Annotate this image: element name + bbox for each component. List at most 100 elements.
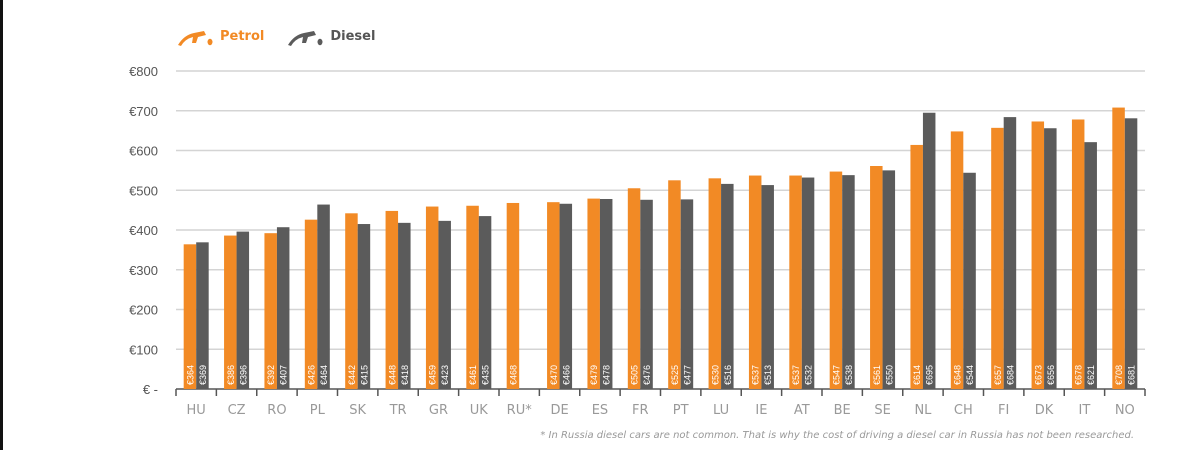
y-tick-label: €700 — [129, 104, 158, 119]
data-label: €681 — [1127, 365, 1137, 385]
y-tick-label: €100 — [129, 342, 158, 357]
data-label: €648 — [953, 365, 963, 385]
data-label: €423 — [440, 365, 450, 385]
x-tick-label: UK — [470, 403, 489, 418]
y-tick-label: €200 — [129, 303, 158, 318]
bar-petrol — [870, 166, 883, 389]
bar-petrol — [991, 127, 1004, 389]
data-label: €656 — [1046, 365, 1056, 385]
bar-diesel — [196, 242, 209, 389]
x-tick-label: SK — [349, 403, 366, 418]
data-label: €550 — [884, 365, 894, 385]
data-label: €538 — [844, 365, 854, 385]
x-tick-label: AT — [794, 403, 810, 418]
y-tick-label: €800 — [129, 64, 158, 79]
x-tick-label: DE — [550, 403, 568, 418]
bar-petrol — [466, 205, 479, 389]
bar-diesel — [922, 112, 936, 390]
data-label: €476 — [642, 365, 652, 385]
bar-diesel — [599, 198, 613, 389]
data-label: €461 — [468, 365, 478, 385]
y-tick-label: €300 — [129, 263, 158, 278]
bar-petrol — [587, 198, 600, 389]
x-tick-label: BE — [834, 403, 851, 418]
data-label: €435 — [481, 365, 491, 385]
x-tick-label: PL — [310, 403, 326, 418]
x-tick-label: RU* — [507, 403, 533, 418]
x-tick-label: GR — [429, 403, 448, 418]
data-label: €513 — [763, 365, 773, 385]
y-tick-label: €600 — [129, 144, 158, 159]
x-tick-label: PT — [673, 403, 689, 418]
data-label: €621 — [1086, 365, 1096, 385]
bar-diesel — [640, 199, 653, 389]
x-tick-label: FI — [998, 403, 1009, 418]
bar-petrol — [304, 219, 318, 389]
bar-petrol — [1112, 107, 1125, 389]
data-label: €466 — [561, 365, 571, 385]
data-label: €407 — [279, 365, 289, 385]
data-label: €614 — [912, 365, 922, 385]
bar-petrol — [385, 210, 399, 389]
bar-diesel — [1044, 128, 1057, 390]
data-label: €673 — [1033, 365, 1043, 385]
bar-petrol — [506, 202, 520, 389]
bar-diesel — [1124, 118, 1138, 390]
bar-diesel — [721, 183, 734, 389]
y-tick-label: € - — [143, 382, 158, 397]
legend-label-petrol: Petrol — [220, 28, 265, 44]
data-label: €442 — [347, 365, 357, 385]
x-tick-label: RO — [267, 403, 286, 418]
data-label: €464 — [319, 365, 329, 385]
bar-diesel — [478, 216, 492, 389]
data-label: €369 — [198, 365, 208, 385]
bar-petrol — [264, 233, 277, 389]
data-label: €708 — [1114, 365, 1124, 385]
data-label: €525 — [670, 365, 680, 385]
data-label: €478 — [602, 365, 612, 385]
data-label: €544 — [965, 365, 975, 385]
data-label: €537 — [791, 365, 801, 385]
bar-petrol — [345, 213, 358, 389]
legend-item-petrol: Petrol — [176, 25, 264, 47]
data-label: €426 — [307, 365, 317, 385]
bar-diesel — [236, 231, 250, 389]
x-tick-label: TR — [389, 403, 407, 418]
data-label: €479 — [589, 365, 599, 385]
bar-petrol — [668, 180, 681, 389]
fuel-nozzle-icon — [178, 31, 213, 46]
x-tick-label: CZ — [228, 403, 246, 418]
legend-item-diesel: Diesel — [286, 25, 375, 47]
bar-petrol — [829, 171, 843, 389]
x-tick-label: NO — [1115, 403, 1135, 418]
x-tick-label: NL — [914, 403, 932, 418]
data-label: €505 — [630, 365, 640, 385]
bar-petrol — [224, 235, 237, 389]
data-label: €532 — [804, 365, 814, 385]
legend: Petrol Diesel — [176, 25, 375, 47]
x-tick-label: IE — [755, 403, 767, 418]
data-label: €396 — [238, 365, 248, 385]
bar-diesel — [842, 175, 855, 389]
x-tick-label: LU — [713, 403, 729, 418]
y-tick-label: €500 — [129, 183, 158, 198]
bar-petrol — [183, 244, 197, 389]
data-label: €657 — [993, 365, 1003, 385]
data-label: €695 — [925, 365, 935, 385]
data-label: €386 — [226, 365, 236, 385]
data-label: €678 — [1074, 365, 1084, 385]
bar-petrol — [547, 202, 560, 389]
bar-diesel — [1003, 117, 1017, 390]
footnote: * In Russia diesel cars are not common. … — [540, 430, 1134, 441]
x-tick-label: IT — [1079, 403, 1091, 418]
bar-diesel — [317, 204, 330, 389]
bar-diesel — [276, 227, 290, 389]
x-tick-label: CH — [954, 403, 973, 418]
x-tick-label: SE — [874, 403, 890, 418]
bar-diesel — [398, 222, 411, 389]
data-label: €415 — [359, 365, 369, 385]
bar-diesel — [680, 199, 694, 389]
bar-petrol — [748, 175, 762, 389]
data-label: €448 — [387, 365, 397, 385]
x-tick-label: ES — [592, 403, 608, 418]
